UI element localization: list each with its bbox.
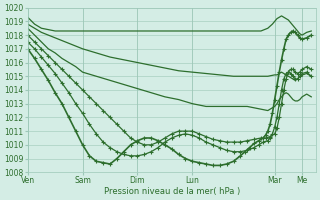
X-axis label: Pression niveau de la mer( hPa ): Pression niveau de la mer( hPa ) bbox=[104, 187, 240, 196]
